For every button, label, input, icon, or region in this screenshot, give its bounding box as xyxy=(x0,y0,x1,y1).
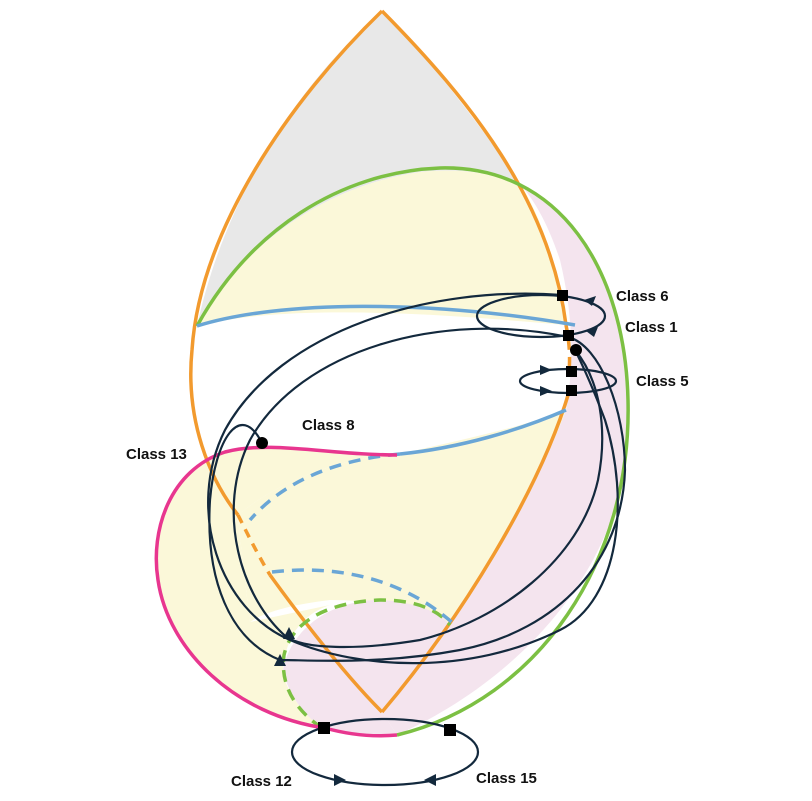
blue-upper-curve xyxy=(196,304,576,328)
orbit-large-inner xyxy=(232,327,569,641)
marker-class5-bottom xyxy=(566,385,577,396)
blue-dashed-curve-2 xyxy=(271,568,457,627)
yellow-region-upper xyxy=(197,170,566,326)
arrow-class5-bottom xyxy=(540,386,552,396)
label-class-1: Class 1 xyxy=(625,319,678,336)
label-class-6: Class 6 xyxy=(616,288,669,305)
marker-class8 xyxy=(256,437,268,449)
orbit-class6-class1 xyxy=(475,293,607,339)
gray-region xyxy=(197,11,521,326)
green-dashed-arc xyxy=(281,598,452,730)
label-class-5: Class 5 xyxy=(636,373,689,390)
marker-class12 xyxy=(318,722,330,734)
marker-class15 xyxy=(444,724,456,736)
pink-region-bottom xyxy=(283,600,450,737)
orange-lens-dash-right xyxy=(564,324,572,373)
orange-lens-curve-right xyxy=(380,9,568,326)
yellow-region-left xyxy=(156,446,400,728)
marker-class6 xyxy=(557,290,568,301)
arrow-lower-left-1 xyxy=(283,627,295,639)
marker-class5-top xyxy=(566,366,577,377)
arrow-bottom-left xyxy=(334,774,346,786)
orange-lens-curve-right-lower xyxy=(380,391,571,714)
orbit-outer-loop xyxy=(208,335,627,662)
arrow-lower-left-2 xyxy=(274,654,286,666)
marker-class1-dot xyxy=(570,344,582,356)
orbit-class8-loop xyxy=(284,349,604,649)
arrow-class5-top xyxy=(540,365,552,375)
green-outer-curve xyxy=(195,166,630,737)
marker-class1 xyxy=(563,330,574,341)
label-class-15: Class 15 xyxy=(476,770,537,787)
orange-lens-dash-left xyxy=(236,514,272,576)
blue-dashed-curve-1 xyxy=(248,452,401,522)
blue-middle-curve xyxy=(399,408,567,456)
label-class-12: Class 12 xyxy=(231,773,292,790)
label-class-8: Class 8 xyxy=(302,417,355,434)
label-class-13: Class 13 xyxy=(126,446,187,463)
orbit-large-outer xyxy=(207,292,619,665)
arrow-class6 xyxy=(584,296,596,306)
arrow-bottom-right xyxy=(424,774,436,786)
arrow-class1 xyxy=(586,327,598,337)
orange-lens-curve xyxy=(189,9,384,517)
orbit-class12-class15 xyxy=(290,717,480,787)
